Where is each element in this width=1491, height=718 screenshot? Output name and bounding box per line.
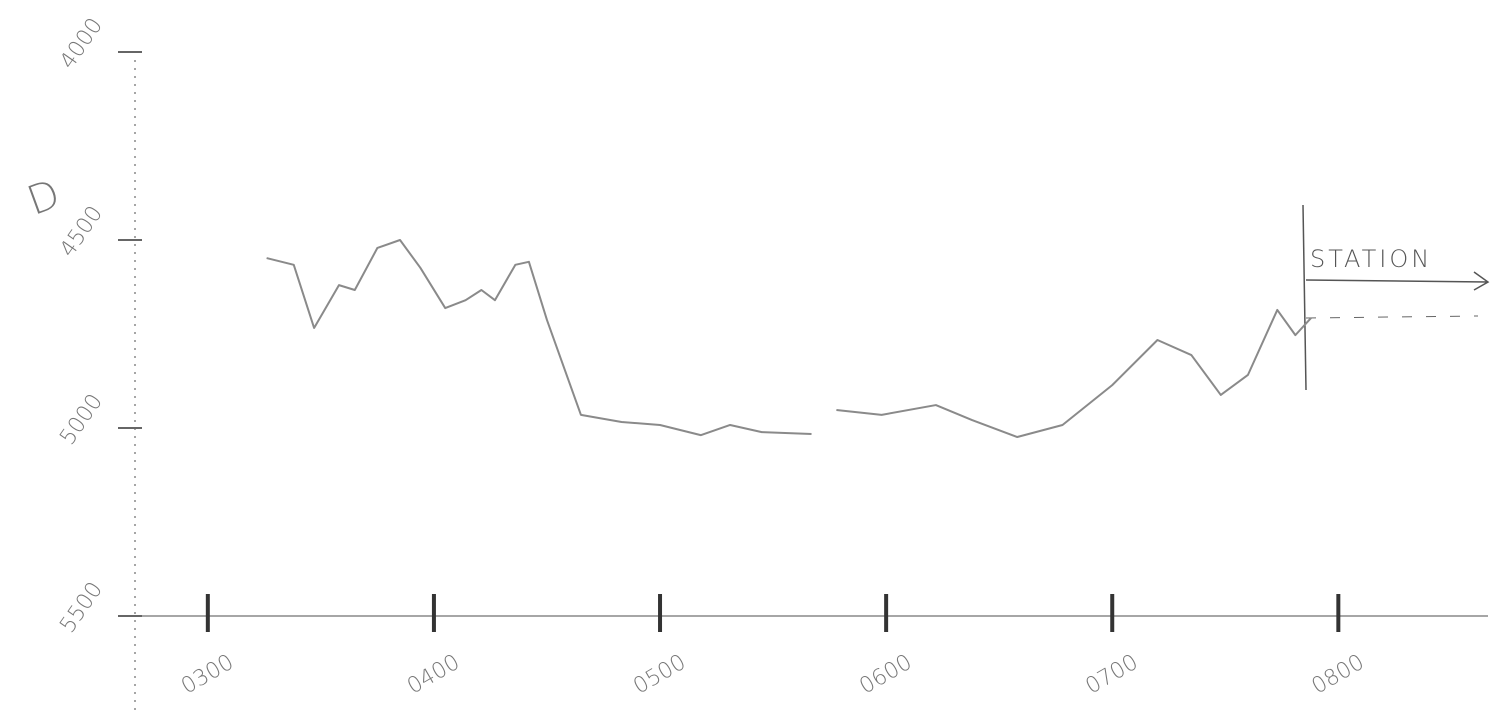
x-tick-label: 0800 (1308, 650, 1369, 700)
line-series (266, 239, 1312, 439)
station-arrow (1305, 271, 1490, 291)
station-depth (1305, 315, 1479, 319)
x-tick-label: 0300 (177, 650, 238, 700)
x-tick-label: 0600 (855, 650, 916, 700)
y-tick-label: 5500 (55, 578, 108, 638)
x-tick-label: 0700 (1081, 650, 1142, 700)
y-tick-label: 4000 (55, 14, 108, 74)
x-tick-label: 0400 (403, 650, 464, 700)
annotation: STATION (1310, 245, 1432, 273)
y-axis-label: D (21, 171, 66, 225)
y-tick-label: 5000 (55, 390, 108, 450)
station-marker (1302, 204, 1307, 391)
x-tick-label: 0500 (629, 650, 690, 700)
